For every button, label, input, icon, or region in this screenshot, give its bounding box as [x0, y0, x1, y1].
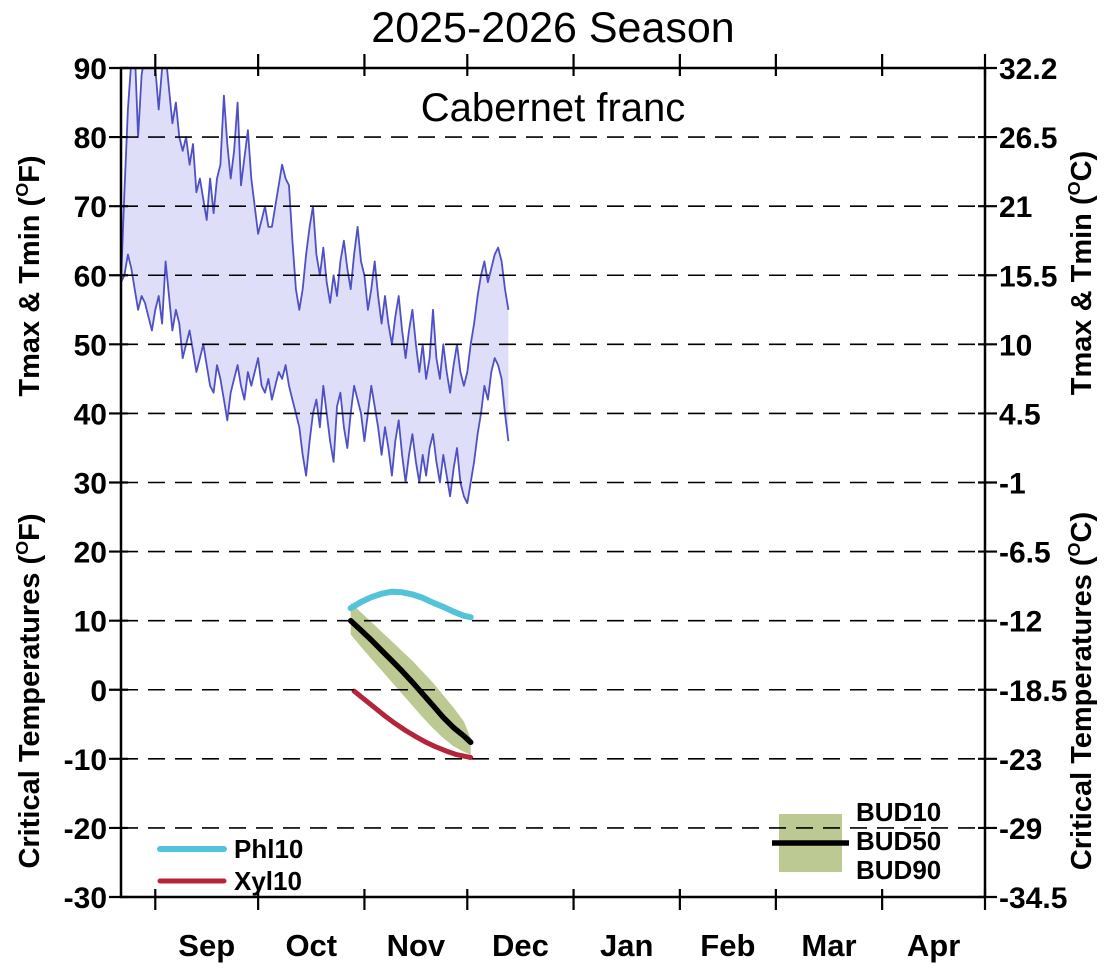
y-tick-label-f: -10 — [64, 744, 107, 777]
legend-label-xyl10: Xyl10 — [234, 866, 302, 896]
y-tick-label-c: -23 — [999, 744, 1042, 777]
y-tick-label-f: -20 — [64, 813, 107, 846]
y-tick-label-f: 90 — [74, 53, 107, 86]
y-tick-label-f: 0 — [90, 675, 107, 708]
x-tick-label-month: Mar — [801, 928, 856, 963]
y-tick-label-c: -6.5 — [999, 537, 1051, 570]
y-tick-label-c: 21 — [999, 191, 1032, 224]
y-tick-label-f: 10 — [74, 606, 107, 639]
legend-label-phl10: Phl10 — [234, 834, 304, 864]
bud50-line — [347, 617, 474, 746]
y-tick-label-c: -12 — [999, 606, 1042, 639]
x-tick-label-month: Oct — [285, 928, 337, 963]
page-title: 2025-2026 Season — [371, 4, 735, 52]
x-tick-label-month: Feb — [700, 928, 755, 963]
axis-label-text: C) — [1066, 511, 1098, 543]
y-axis-label-right-bottom: Critical Temperatures (OC) — [1064, 511, 1098, 871]
x-tick-label-month: Jan — [600, 928, 653, 963]
y-tick-label-c: -29 — [999, 813, 1042, 846]
y-tick-label-f: 60 — [74, 260, 107, 293]
axis-label-text: C) — [1066, 150, 1098, 182]
axis-label-text: Critical Temperatures ( — [14, 554, 46, 869]
y-tick-label-f: 70 — [74, 191, 107, 224]
axis-label-text: Critical Temperatures ( — [1066, 556, 1098, 871]
y-axis-label-left-bottom: Critical Temperatures (OF) — [12, 513, 46, 869]
y-tick-label-f: 30 — [74, 468, 107, 501]
y-tick-label-f: 80 — [74, 122, 107, 155]
tmin-line — [121, 253, 510, 505]
y-tick-label-c: 15.5 — [999, 260, 1057, 293]
variety-subtitle: Cabernet franc — [420, 86, 686, 130]
x-tick-label-month: Apr — [907, 928, 960, 963]
y-tick-label-f: 50 — [74, 329, 107, 362]
phl10-line — [347, 588, 474, 621]
y-tick-label-c: 4.5 — [999, 398, 1041, 431]
y-tick-label-c: -18.5 — [999, 675, 1067, 708]
legend-label-bud50: BUD50 — [856, 826, 942, 856]
legend-label-bud90: BUD90 — [856, 855, 942, 885]
y-tick-label-c: 32.2 — [999, 53, 1057, 86]
xyl10-line — [351, 688, 474, 760]
y-tick-label-c: -34.5 — [999, 882, 1067, 915]
y-tick-label-c: 26.5 — [999, 122, 1057, 155]
legend-label-bud10: BUD10 — [856, 797, 942, 827]
x-tick-label-month: Sep — [178, 928, 235, 963]
x-tick-label-month: Dec — [492, 928, 549, 963]
y-tick-label-f: 40 — [74, 398, 107, 431]
y-tick-label-f: -30 — [64, 882, 107, 915]
axis-label-text: F) — [14, 513, 46, 541]
y-tick-label-f: 20 — [74, 537, 107, 570]
x-tick-label-month: Nov — [387, 928, 446, 963]
tmax-line — [121, 68, 510, 394]
y-tick-label-c: -1 — [999, 468, 1026, 501]
series-layer — [121, 68, 510, 760]
y-tick-label-c: 10 — [999, 329, 1032, 362]
axis-label-text: F) — [14, 155, 46, 183]
